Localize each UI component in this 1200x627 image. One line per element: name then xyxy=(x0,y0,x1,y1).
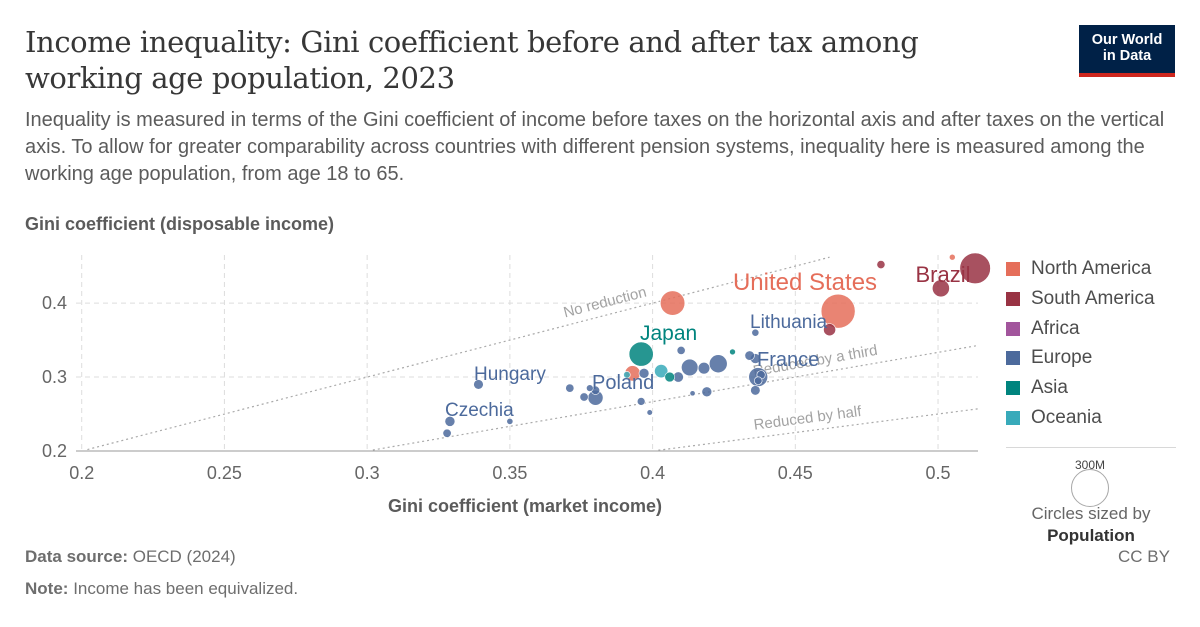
data-point xyxy=(442,428,452,438)
chart-subtitle: Inequality is measured in terms of the G… xyxy=(25,109,1165,185)
point-label: Lithuania xyxy=(750,312,828,333)
size-legend-note: Circles sized by Population xyxy=(1010,503,1172,547)
data-point xyxy=(638,368,650,379)
license[interactable]: CC BY xyxy=(1118,547,1170,566)
y-tick-label: 0.4 xyxy=(42,293,67,313)
data-point xyxy=(701,386,713,398)
legend-label: Asia xyxy=(1031,377,1068,399)
logo-line-2: in Data xyxy=(1102,48,1152,64)
y-tick-label: 0.3 xyxy=(42,367,67,387)
data-point xyxy=(473,379,484,390)
legend-swatch xyxy=(1006,410,1020,425)
size-legend-value: 300M xyxy=(1074,458,1106,472)
data-point xyxy=(876,260,886,270)
reference-line xyxy=(372,344,979,451)
data-point xyxy=(565,383,575,393)
point-label: Poland xyxy=(592,372,654,394)
data-point xyxy=(579,392,589,402)
data-point xyxy=(646,409,653,416)
size-legend-text: Circles sized by xyxy=(1031,504,1151,523)
x-tick-label: 0.3 xyxy=(355,463,380,483)
data-source-label: Data source: xyxy=(25,547,128,566)
chart-title: Income inequality: Gini coefficient befo… xyxy=(25,25,919,95)
legend-swatch xyxy=(1006,351,1020,366)
data-point xyxy=(586,384,594,392)
data-point xyxy=(628,341,654,367)
data-source-text[interactable]: OECD (2024) xyxy=(132,547,236,566)
legend-label: Oceania xyxy=(1031,406,1102,428)
data-point xyxy=(750,385,761,396)
data-point xyxy=(949,253,956,261)
point-label: France xyxy=(757,349,819,371)
point-label: Hungary xyxy=(474,364,546,385)
note-text: Income has been equivalized. xyxy=(73,579,299,598)
data-point xyxy=(664,371,675,383)
tick-labels: 0.2 0.25 0.3 0.35 0.4 0.45 0.5 0.2 0.3 0.4 xyxy=(42,293,951,483)
data-point xyxy=(729,348,736,356)
legend-swatch xyxy=(1006,381,1020,396)
y-tick-label: 0.2 xyxy=(42,441,67,461)
point-label: Czechia xyxy=(445,400,514,421)
data-point xyxy=(932,279,950,298)
data-point xyxy=(823,323,836,337)
size-legend-variable: Population xyxy=(1047,526,1135,545)
owid-logo[interactable]: Our World in Data xyxy=(1079,25,1175,77)
legend-label: Europe xyxy=(1031,347,1093,369)
size-legend-circle xyxy=(1071,469,1109,507)
data-point xyxy=(751,328,760,337)
logo-line-1: Our World xyxy=(1091,32,1163,48)
x-tick-label: 0.35 xyxy=(492,463,527,483)
data-point xyxy=(636,397,646,406)
point-label: Japan xyxy=(640,322,697,345)
note-label: Note: xyxy=(25,579,69,598)
point-labels: United States Brazil Japan France Poland Lith… xyxy=(445,262,971,421)
chart-note: Note: Income has been equivalized. xyxy=(25,579,298,599)
data-point xyxy=(654,364,669,379)
reference-line-label: Reduced by half xyxy=(753,403,864,434)
legend-label: South America xyxy=(1031,287,1155,309)
data-point xyxy=(959,252,991,284)
data-point xyxy=(676,345,686,355)
data-point xyxy=(708,354,728,374)
legend-divider xyxy=(1006,447,1176,448)
x-tick-label: 0.25 xyxy=(207,463,242,483)
data-point xyxy=(697,361,711,375)
legend-swatch xyxy=(1006,291,1020,306)
data-point xyxy=(506,417,514,425)
x-tick-label: 0.5 xyxy=(926,463,951,483)
x-tick-label: 0.2 xyxy=(69,463,94,483)
legend-label: Africa xyxy=(1031,317,1080,339)
data-point xyxy=(659,290,686,316)
y-axis-label: Gini coefficient (disposable income) xyxy=(25,214,335,234)
data-point xyxy=(444,416,456,427)
reference-line-label: No reduction xyxy=(562,284,649,322)
x-tick-label: 0.4 xyxy=(640,463,665,483)
x-axis-label: Gini coefficient (market income) xyxy=(387,496,663,516)
legend-swatch xyxy=(1006,262,1020,276)
point-label: United States xyxy=(733,269,877,296)
data-point xyxy=(820,293,856,329)
point-label: Brazil xyxy=(915,262,970,287)
data-source: Data source: OECD (2024) xyxy=(25,547,236,567)
legend-swatch xyxy=(1006,321,1020,336)
data-point xyxy=(681,358,699,377)
data-point xyxy=(689,390,696,397)
data-point xyxy=(623,371,631,379)
reference-line xyxy=(658,408,979,451)
x-tick-label: 0.45 xyxy=(778,463,813,483)
data-points xyxy=(442,252,991,438)
data-point xyxy=(754,376,763,385)
legend-label: North America xyxy=(1031,258,1152,279)
data-point xyxy=(744,350,755,361)
